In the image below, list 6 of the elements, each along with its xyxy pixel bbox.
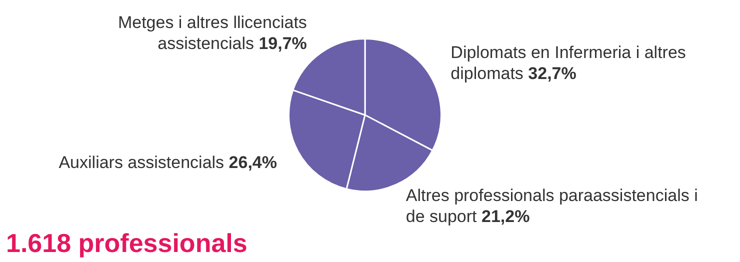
text: 1.618 professionals [6,228,248,259]
slice-label: Auxiliars assistencials [58,153,224,172]
data-label: 19,7% [258,34,307,54]
data-label: 26,4% [228,153,277,172]
data-label: 32,7% [528,64,576,84]
data-label: 21,2% [482,207,530,226]
